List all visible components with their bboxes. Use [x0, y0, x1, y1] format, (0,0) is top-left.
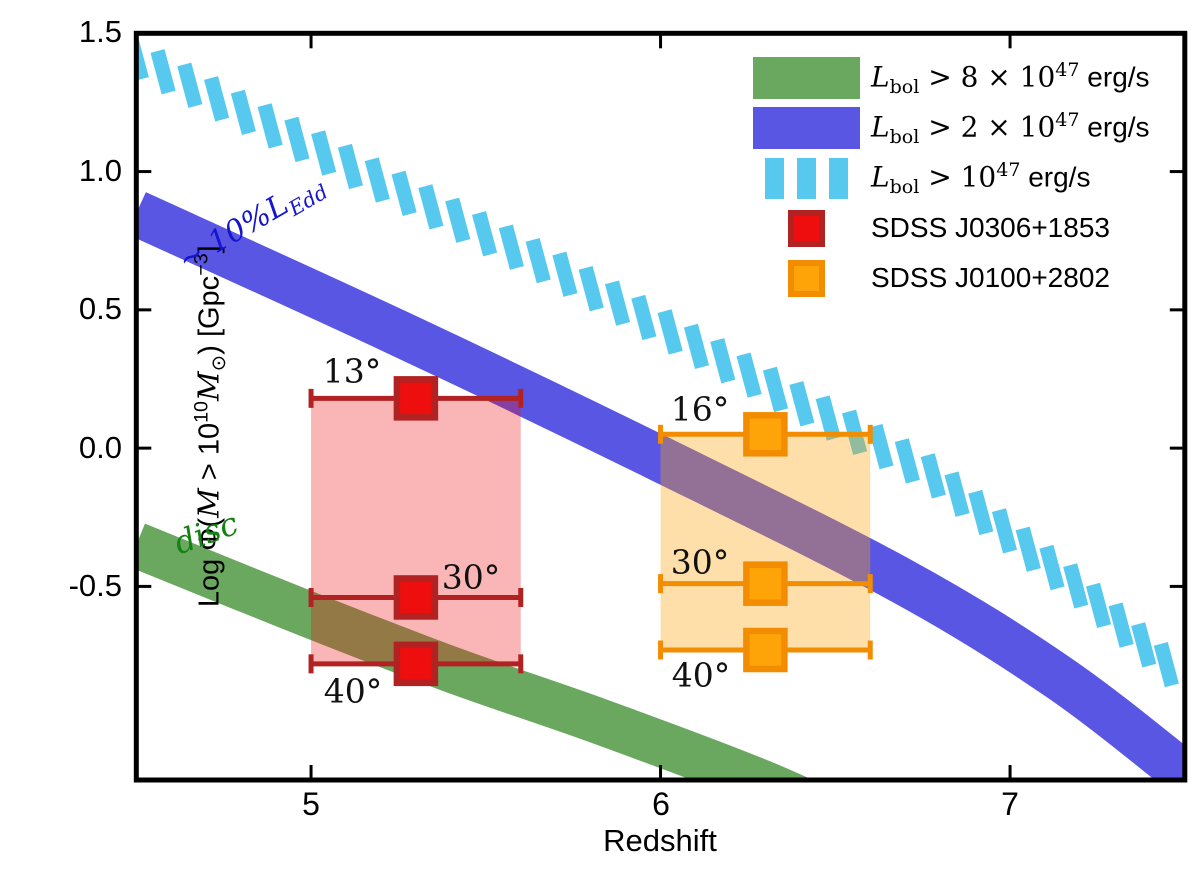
j0100-square-marker	[743, 412, 788, 457]
cyan-dashed-band-dash	[968, 489, 994, 536]
ylabel-part: ) [Gpc	[193, 275, 226, 355]
x-axis-title: Redshift	[603, 823, 717, 858]
j0100-square-marker	[743, 627, 788, 673]
cyan-dashed-band-dash	[418, 184, 444, 230]
cyan-dashed-band-dash	[789, 381, 815, 427]
blue-band-swatch	[753, 107, 860, 149]
cyan-dashed-band-dash	[257, 103, 283, 149]
xtick-label: 5	[302, 786, 320, 822]
cyan-dashed-band-dash	[391, 170, 417, 217]
angle-label-40-orange: 40°	[671, 655, 731, 695]
cyan-dashed-band-dash	[657, 309, 683, 355]
cyan-dashed-band-dash	[1085, 582, 1112, 629]
xtick-label: 7	[1001, 786, 1019, 822]
angle-label-13: 13°	[322, 351, 382, 391]
cyan-dashed-band-dash	[204, 76, 230, 122]
cyan-dashed-band-dash	[604, 280, 631, 326]
j0306-square-marker	[393, 575, 439, 620]
cyan-dashed-band-dash	[136, 35, 149, 81]
cyan-dashed-band-dash	[445, 197, 471, 243]
cyan-dashed-band-dash	[177, 62, 203, 108]
cyan-dashed-band-dash	[631, 294, 657, 341]
legend-row-green-band: Lbol > 8 × 1047 erg/s	[753, 53, 1150, 103]
cyan-dashed-band-dash	[1039, 544, 1065, 591]
ytick-label: -0.5	[68, 568, 122, 603]
angle-label-40-red: 40°	[323, 671, 383, 711]
cyan-dashed-band-dash	[1063, 563, 1089, 609]
cyan-dashed-band-dash	[230, 89, 256, 136]
legend-row-cyan-dashed: Lbol > 1047 erg/s	[753, 153, 1150, 203]
cyan-dashed-swatch	[765, 157, 848, 199]
legend-label: Lbol > 1047 erg/s	[871, 158, 1091, 198]
legend-label: SDSS J0306+1853	[871, 212, 1110, 243]
cyan-dashed-band-dash	[552, 251, 578, 297]
j0306-shaded-region	[311, 398, 521, 664]
ylabel-part: > 10	[193, 422, 226, 489]
axes-frame	[133, 30, 1188, 783]
cyan-dashed-band-dash	[894, 438, 920, 484]
ytick-label: 0.0	[78, 430, 122, 465]
j0100-shaded-region	[660, 434, 871, 651]
cyan-dashed-band-dash	[944, 471, 970, 517]
legend-label: Lbol > 2 × 1047 erg/s	[871, 108, 1150, 148]
angle-label-16: 16°	[670, 389, 730, 429]
orange-square-marker	[788, 259, 825, 297]
cyan-dashed-band-dash	[284, 116, 310, 163]
cyan-dashed-band-dash	[1015, 526, 1041, 572]
cyan-dashed-band-dash	[1108, 602, 1134, 648]
legend-label: SDSS J0100+2802	[871, 262, 1110, 293]
ytick-label: 0.5	[78, 291, 122, 326]
cyan-dashed-band-dash	[1131, 622, 1157, 668]
j0306-square-marker	[393, 641, 439, 687]
cyan-dashed-band-dash	[578, 266, 604, 312]
ylabel-part: 10	[190, 400, 213, 423]
plot-area	[136, 35, 1185, 781]
ytick-label: 1.0	[78, 153, 122, 188]
j0306-square-marker	[393, 376, 439, 421]
legend-row-j0306: SDSS J0306+1853	[753, 203, 1150, 253]
cyan-dashed-band-dash	[991, 508, 1018, 554]
angle-label-30-red: 30°	[441, 557, 501, 597]
cyan-dashed-band-dash	[471, 211, 498, 257]
red-square-marker	[788, 209, 825, 247]
ytick-label: 1.5	[78, 14, 122, 49]
ylabel-part: M	[191, 371, 226, 401]
cyan-dashed-band-dash	[311, 130, 337, 176]
cyan-dashed-band-dash	[498, 224, 524, 270]
cyan-dashed-band-dash	[710, 338, 736, 384]
cyan-dashed-band-dash	[762, 366, 789, 413]
cyan-dashed-band-dash	[525, 237, 551, 284]
xtick-label: 6	[652, 786, 670, 822]
j0100-square-marker	[743, 561, 788, 606]
angle-label-30-orange: 30°	[670, 542, 730, 582]
legend-row-j0100: SDSS J0100+2802	[753, 253, 1150, 303]
cyan-dashed-band-dash	[337, 143, 364, 190]
green-band-swatch	[753, 57, 860, 99]
legend-row-blue-band: Lbol > 2 × 1047 erg/s	[753, 103, 1150, 153]
cyan-dashed-band-dash	[920, 453, 946, 499]
cyan-dashed-band-dash	[736, 352, 762, 398]
ylabel-part: ⊙	[208, 354, 231, 372]
cyan-dashed-band-dash	[683, 323, 710, 369]
legend: Lbol > 8 × 1047 erg/s Lbol > 2 × 1047 er…	[753, 53, 1150, 303]
blue-eddington-band	[136, 192, 1185, 781]
legend-label: Lbol > 8 × 1047 erg/s	[871, 58, 1150, 98]
cyan-dashed-band-dash	[150, 49, 176, 95]
green-disc-band	[136, 523, 814, 781]
cyan-dashed-band-dash	[868, 423, 894, 470]
cyan-dashed-band-dash	[1153, 641, 1179, 688]
cyan-dashed-band-dash	[364, 157, 390, 203]
